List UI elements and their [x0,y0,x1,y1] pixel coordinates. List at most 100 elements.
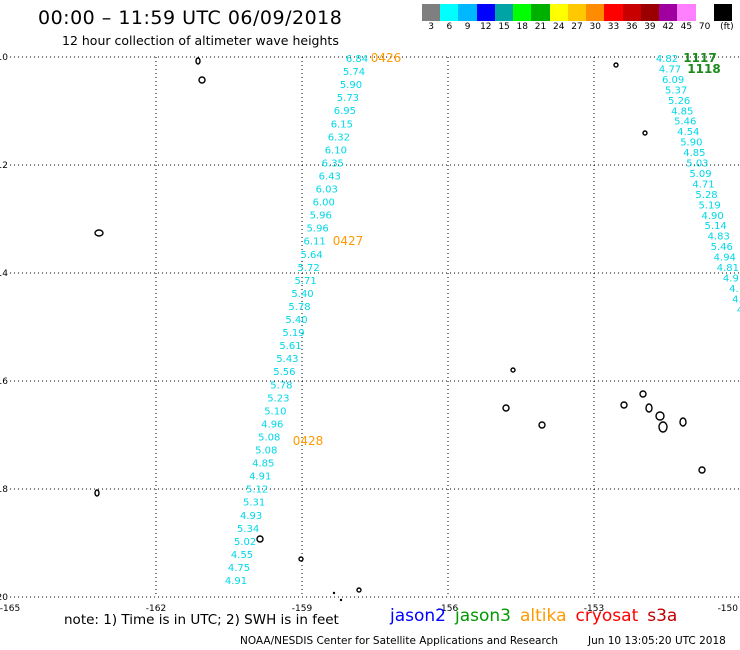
lon-tick-label: -159 [292,604,313,614]
lon-tick-label: -153 [584,604,604,614]
swh-value: 5.31 [243,498,265,509]
swh-value: 5.56 [273,367,295,378]
swh-value: 6.15 [331,119,353,130]
legend-swatch [695,4,714,21]
lat-tick-label: -10 [0,53,8,63]
island-outline [298,556,304,562]
swh-value: 5.78 [288,302,310,313]
altimeter-tracks: 6.84 5.74 5.90 5.73 6.95 6.15 6.32 6.10 6.35 6.43… [225,51,740,587]
legend-swatch [458,4,477,21]
island-outline [510,367,516,373]
legend-label: 33 [607,22,620,32]
note-text: note: 1) Time is in UTC; 2) SWH is in fe… [64,612,339,628]
lat-tick-label: -14 [0,269,8,279]
swh-value: 6.32 [328,132,350,143]
legend-label: 6 [446,22,453,32]
swh-value: 5.61 [279,341,301,352]
swh-value: 5.09 [689,169,711,180]
swh-value: 5.96 [307,224,329,235]
swh-value: 5.43 [276,354,298,365]
legend-swatch [604,4,623,21]
swh-value: 6.84 [346,54,368,65]
swh-value: 4.85 [683,148,705,159]
swh-value: 4.85 [252,459,274,470]
swh-value: 5.90 [680,138,702,149]
legend-swatch [422,4,441,21]
swh-value: 4.55 [231,550,253,561]
satellite-legend: jason2 jason3 altika cryosat s3a [390,606,686,626]
island-outline [198,76,206,84]
swh-value: 4.71 [692,179,714,190]
legend-swatch [713,4,732,21]
legend-label: 15 [498,22,510,32]
credit-line: NOAA/NESDIS Center for Satellite Applica… [240,635,740,647]
lon-tick-label: -162 [146,604,166,614]
swh-value: 4.91 [249,472,271,483]
island-outlines [94,57,706,602]
legend-swatch [549,4,568,21]
swh-value: 6.43 [319,171,341,182]
legend-swatch [494,4,514,21]
swh-value: 6.35 [322,158,344,169]
swh-value: 5.02 [234,537,256,548]
swh-value: 4. [732,294,740,305]
island-outline [94,229,104,237]
lat-tick-label: -12 [0,161,8,171]
swh-value: 5.46 [711,242,733,253]
swh-value: 6.03 [316,185,338,196]
swh-value: 5.08 [255,446,277,457]
island-outline [679,417,687,427]
legend-swatch [513,4,532,21]
swh-value: 5.73 [337,93,359,104]
satellite-label: altika [520,606,567,626]
legend-label: 9 [464,22,471,32]
island-outline [620,401,628,409]
lat-tick-label: -20 [0,593,8,603]
swh-value: 4.85 [671,106,693,117]
swh-value: 4.93 [240,511,262,522]
island-outline [332,591,336,595]
swh-value: 5.23 [267,393,289,404]
swh-value: 5.34 [237,524,259,535]
pass-time-label: 0426 [371,51,402,65]
legend-label: 39 [644,22,656,32]
map-gridlines [10,56,740,598]
satellite-label: jason3 [455,606,511,626]
legend-label: 36 [625,22,638,32]
legend-label: 12 [480,22,492,32]
island-outline [502,404,510,412]
page-subtitle: 12 hour collection of altimeter wave hei… [62,33,339,48]
swh-value: 4.54 [677,127,699,138]
legend-swatch [567,4,587,21]
swh-value: 5.28 [695,190,717,201]
island-outline [94,489,100,497]
legend-label: 42 [662,22,674,32]
swh-value: 5.40 [291,289,313,300]
island-outline [356,587,362,593]
credit-organization: NOAA/NESDIS Center for Satellite Applica… [240,635,558,647]
legend-swatch [659,4,678,21]
color-scale-legend [422,4,732,21]
island-outline [642,130,648,136]
swh-value: 4.91 [225,576,247,587]
swh-value: 5.72 [297,263,319,274]
swh-value: 4 [737,305,740,316]
swh-value: 5.37 [665,85,687,96]
swh-value: 5.71 [294,276,316,287]
pass-time-label: 0428 [293,434,324,448]
legend-swatch [586,4,605,21]
swh-value: 6.11 [304,237,326,248]
swh-value: 5.03 [686,159,708,170]
lon-tick-label: -165 [0,604,20,614]
swh-value: 4.83 [708,232,730,243]
legend-swatch [531,4,550,21]
lat-tick-label: -18 [0,485,8,495]
swh-value: 5.74 [343,67,365,78]
legend-label: 21 [534,22,547,32]
swh-value: 5.10 [264,406,286,417]
island-outline [613,62,619,68]
swh-value: 5.19 [698,200,720,211]
island-outline [639,390,647,398]
swh-value: 5.96 [310,211,332,222]
